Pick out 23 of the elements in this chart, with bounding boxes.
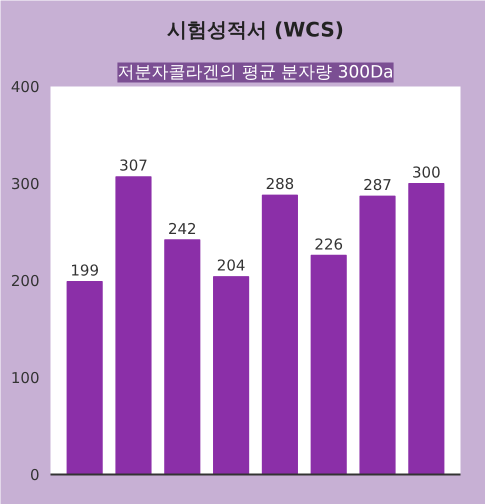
data-label: 307 bbox=[119, 156, 148, 175]
bar bbox=[262, 194, 298, 474]
data-label: 287 bbox=[363, 176, 392, 194]
y-tick-label: 0 bbox=[30, 466, 40, 484]
data-label: 226 bbox=[314, 235, 344, 254]
bar bbox=[408, 183, 444, 474]
chart-subtitle: 저분자콜라겐의 평균 분자량 300Da bbox=[117, 62, 394, 82]
bar bbox=[213, 276, 250, 474]
y-tick-label: 200 bbox=[10, 272, 40, 290]
y-tick-label: 400 bbox=[10, 78, 40, 96]
data-label: 204 bbox=[216, 256, 246, 275]
chart-title: 시험성적서 (WCS) bbox=[167, 18, 344, 42]
bar bbox=[164, 239, 200, 474]
bar bbox=[115, 176, 152, 474]
y-tick-label: 100 bbox=[10, 369, 40, 387]
bar bbox=[66, 280, 103, 474]
data-label: 288 bbox=[266, 175, 294, 194]
data-label: 300 bbox=[412, 164, 441, 182]
bar bbox=[359, 196, 396, 474]
data-label: 199 bbox=[70, 261, 99, 280]
data-label: 242 bbox=[168, 220, 197, 238]
y-tick-label: 300 bbox=[10, 175, 40, 193]
bar bbox=[310, 254, 347, 474]
